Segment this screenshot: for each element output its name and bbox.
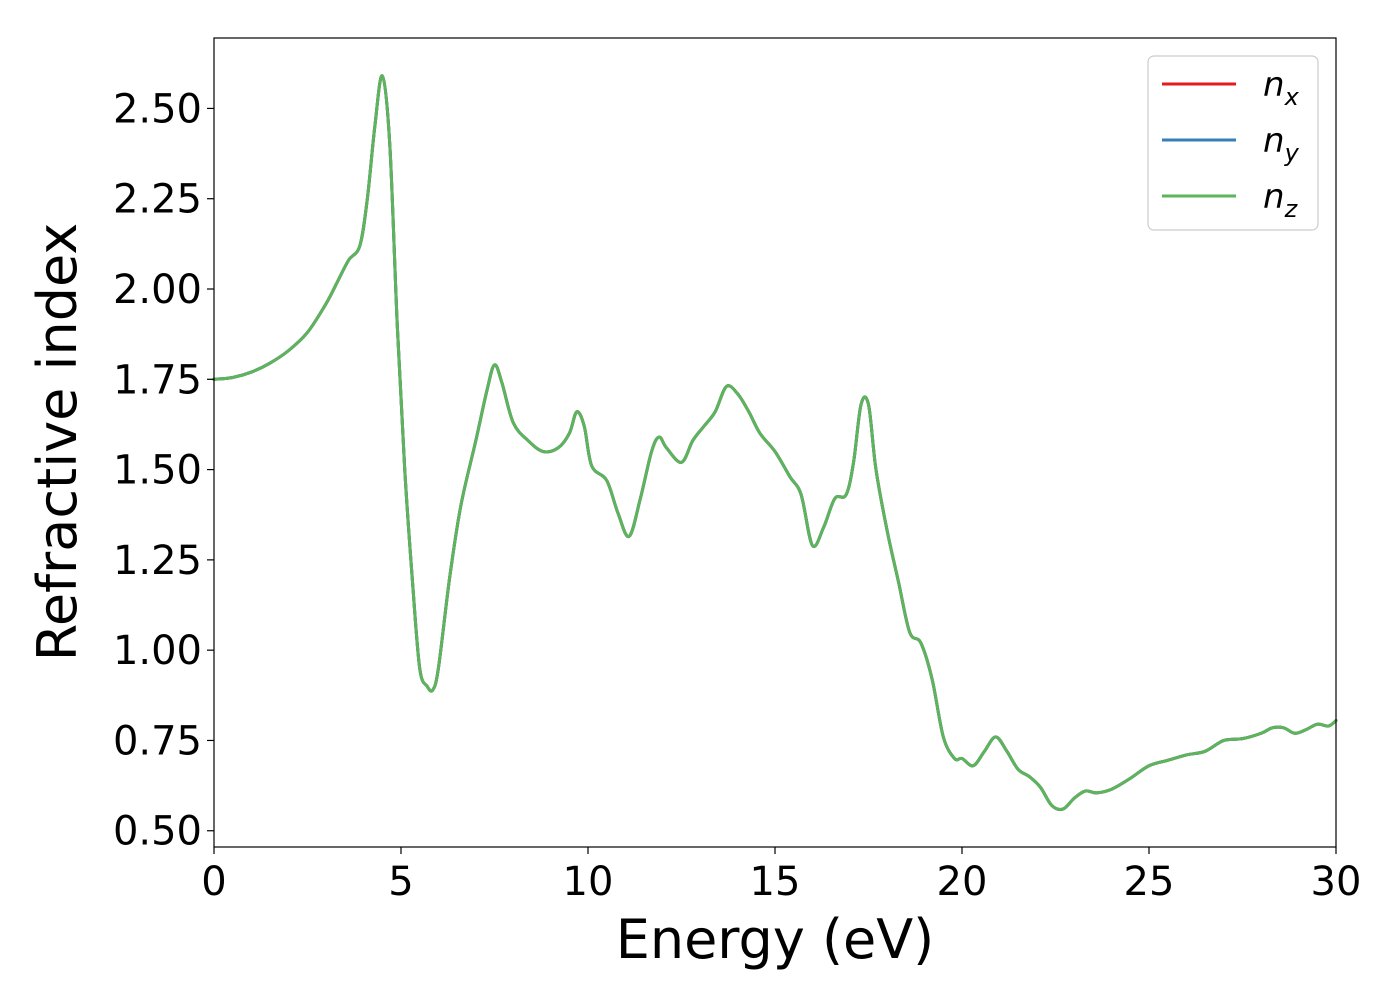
series-line-n-z [212,74,1338,812]
y-tick-label: 1.75 [113,357,202,403]
legend-label-subscript: z [1284,195,1299,223]
x-axis-ticks: 0 5 10 15 20 25 30 [201,847,1361,905]
x-axis-title: Energy (eV) [616,908,935,971]
x-tick-label: 15 [750,859,801,905]
y-tick-label: 2.50 [113,86,202,132]
legend-label-main: n [1263,65,1285,105]
x-tick-label: 5 [388,859,413,905]
y-tick-label: 0.50 [113,809,202,855]
y-tick-label: 1.25 [113,538,202,584]
y-tick-label: 0.75 [113,718,202,764]
y-axis-title: Refractive index [26,223,89,662]
x-tick-label: 25 [1124,859,1175,905]
x-tick-label: 0 [201,859,226,905]
legend-label-subscript: x [1284,83,1300,111]
legend-label-n-y: ny [1263,121,1300,167]
x-tick-label: 10 [563,859,614,905]
y-tick-label: 2.00 [113,267,202,313]
x-tick-label: 20 [937,859,988,905]
series-layer [212,74,1338,812]
legend-box [1147,55,1319,231]
legend-label-subscript: y [1284,139,1300,167]
y-axis-ticks: 0.50 0.75 1.00 1.25 1.50 1.75 2.00 2.25 2.50 [113,86,214,855]
y-tick-label: 1.00 [113,628,202,674]
legend-label-n-z: nz [1263,177,1299,223]
y-tick-label: 1.50 [113,448,202,494]
x-tick-label: 30 [1311,859,1362,905]
legend-label-n-x: nx [1263,65,1300,111]
legend-label-main: n [1263,177,1285,217]
y-tick-label: 2.25 [113,177,202,223]
legend-label-main: n [1263,121,1285,161]
